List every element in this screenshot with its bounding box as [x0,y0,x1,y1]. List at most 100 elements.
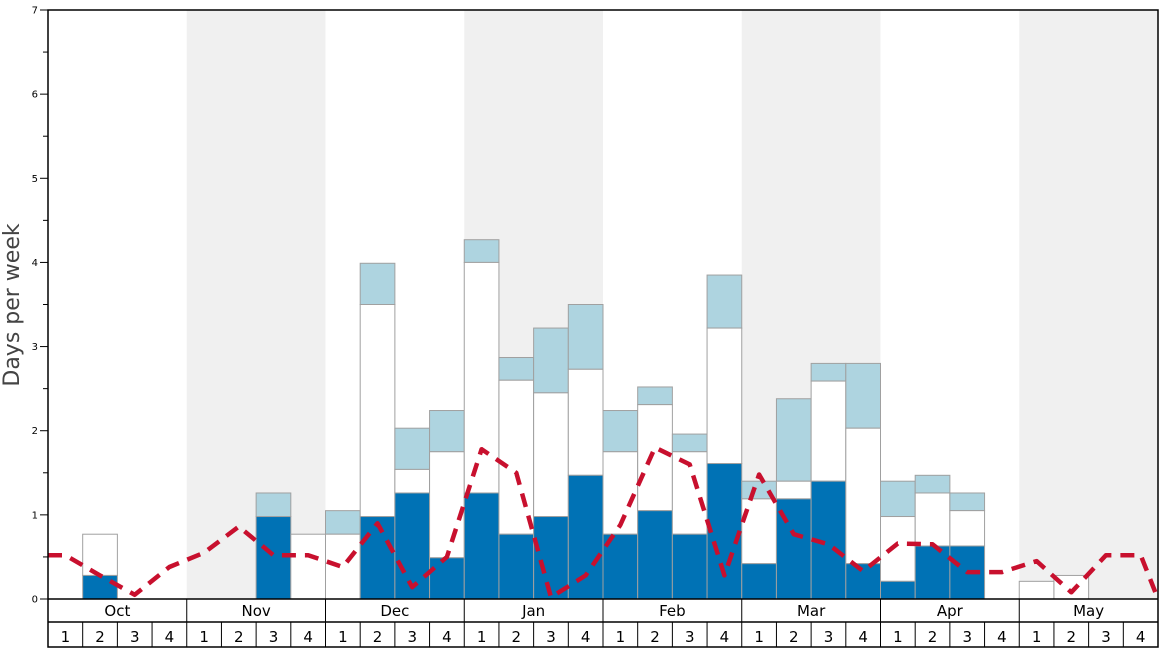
week-label: 3 [407,628,417,646]
month-label-dec: Dec [380,602,409,620]
week-label: 3 [824,628,834,646]
week-label: 2 [789,628,799,646]
week-label: 2 [512,628,522,646]
bar-dark-20 [741,563,777,600]
y-tick-label: 3 [32,342,38,353]
bar-light-26 [949,492,986,512]
week-label: 2 [928,628,938,646]
bar-light-10 [394,427,431,470]
bar-light-23 [845,362,881,429]
bar-white-7 [290,533,326,600]
bar-dark-1 [82,574,118,600]
month-label-mar: Mar [797,602,826,620]
bar-white-23 [845,427,881,565]
bar-white-1 [82,533,118,576]
week-label: 4 [720,628,730,646]
y-tick-label: 0 [32,595,38,606]
bar-white-8 [325,533,361,600]
month-band-may [1019,10,1158,599]
bar-dark-25 [914,545,951,600]
bar-light-18 [671,433,708,453]
bar-light-12 [463,239,500,263]
month-label-jan: Jan [521,602,545,620]
x-axis: Oct Nov Dec Jan Feb Mar Apr May 1 2 3 4 1 2 3 4 1 2 3 4 1 2 3 4… [48,598,1158,647]
bar-light-22 [810,362,847,382]
bar-white-10 [394,468,431,494]
bar-dark-13 [498,533,535,600]
week-label: 1 [893,628,903,646]
week-label: 1 [754,628,764,646]
bar-dark-14 [533,516,569,600]
week-label: 4 [442,628,452,646]
bar-white-19 [706,327,743,465]
bar-dark-11 [429,557,465,600]
bar-light-6 [255,492,292,518]
y-axis-label: Days per week [0,223,25,386]
y-tick-label: 7 [32,6,38,17]
month-label-apr: Apr [937,602,964,620]
bar-light-9 [359,262,396,305]
y-tick-label: 1 [32,510,38,521]
week-label: 2 [1067,628,1077,646]
week-label: 4 [165,628,175,646]
week-label: 3 [130,628,140,646]
bar-white-28 [1018,580,1055,600]
week-label: 2 [234,628,244,646]
week-label: 2 [373,628,383,646]
month-label-oct: Oct [104,602,130,620]
week-label: 3 [1101,628,1111,646]
bar-dark-9 [359,516,396,600]
bar-white-21 [775,480,812,500]
week-label: 1 [61,628,71,646]
bar-light-19 [706,274,743,329]
bar-white-9 [359,304,396,518]
bar-dark-15 [567,474,604,600]
week-label: 2 [650,628,660,646]
bar-white-17 [637,404,673,512]
bar-dark-23 [845,563,881,600]
week-label: 3 [962,628,972,646]
month-label-feb: Feb [659,602,686,620]
bar-light-24 [880,480,916,518]
plot-frame [47,9,1159,648]
week-label: 1 [477,628,487,646]
y-axis: 0 1 2 3 4 5 6 7 [32,6,48,606]
month-label-may: May [1073,602,1104,620]
bar-white-15 [567,368,604,476]
bar-dark-24 [880,580,916,600]
y-tick-label: 5 [32,174,38,185]
bar-white-12 [463,261,500,494]
week-label: 4 [581,628,591,646]
bar-white-20 [741,498,777,565]
week-label: 3 [685,628,695,646]
bar-light-14 [533,327,569,394]
week-label: 2 [95,628,105,646]
y-tick-label: 6 [32,90,38,101]
bar-dark-12 [463,492,500,600]
week-label: 3 [546,628,556,646]
bar-light-11 [429,410,465,453]
bar-dark-21 [775,498,812,600]
bar-dark-6 [255,516,292,600]
bar-dark-18 [671,533,708,600]
week-label: 1 [616,628,626,646]
week-label: 4 [858,628,868,646]
bar-white-11 [429,451,465,559]
bar-light-15 [567,304,604,370]
week-label: 4 [997,628,1007,646]
bar-dark-10 [394,492,431,600]
bar-light-17 [637,386,673,406]
y-tick-label: 2 [32,426,38,437]
week-label: 4 [1136,628,1146,646]
week-label: 4 [303,628,313,646]
week-label: 1 [338,628,348,646]
bar-white-22 [810,380,847,482]
bar-white-14 [533,392,569,518]
bar-light-13 [498,357,535,381]
bar-light-21 [775,398,812,482]
week-label: 1 [1032,628,1042,646]
week-label: 1 [199,628,209,646]
bar-white-25 [914,492,951,547]
y-tick-label: 4 [32,258,38,269]
